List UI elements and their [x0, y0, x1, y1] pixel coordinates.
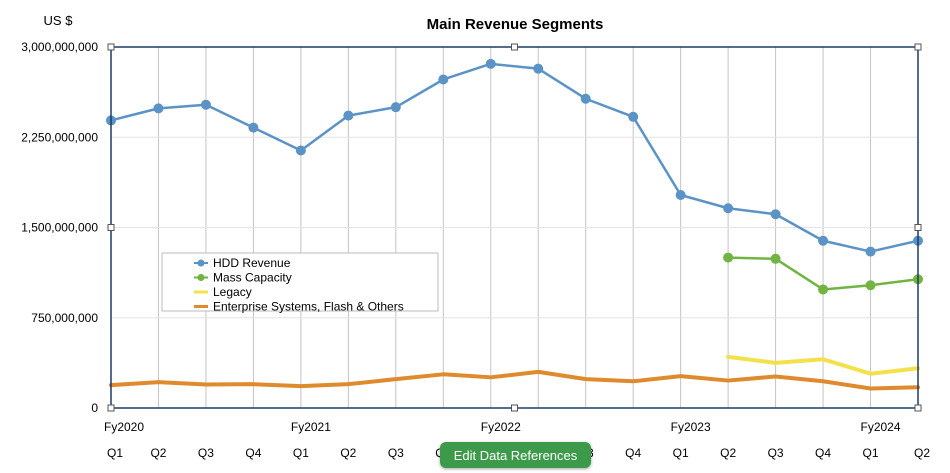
- resize-handle[interactable]: [107, 224, 115, 231]
- data-point: [390, 102, 401, 113]
- legend-entry-label: Enterprise Systems, Flash & Others: [213, 300, 404, 314]
- y-tick-label: 2,250,000,000: [21, 130, 98, 144]
- legend-swatch-marker: [197, 259, 205, 267]
- fiscal-year-label: Fy2021: [291, 420, 331, 434]
- y-axis-ticks: 0 750,000,000 1,500,000,000 2,250,000,000 3,…: [21, 40, 98, 415]
- data-point: [723, 252, 734, 263]
- data-point: [723, 203, 734, 214]
- series-line-2: [726, 354, 920, 376]
- x-tick-label: Q3: [198, 446, 214, 460]
- data-point: [770, 209, 781, 220]
- y-axis-unit: US $: [44, 13, 74, 28]
- y-tick-label: 1,500,000,000: [21, 221, 98, 235]
- x-tick-label: Q1: [293, 446, 309, 460]
- y-tick-label: 750,000,000: [31, 311, 98, 325]
- y-tick-label: 3,000,000,000: [21, 40, 98, 54]
- x-tick-label: Q1: [107, 446, 123, 460]
- resize-handle[interactable]: [914, 43, 922, 51]
- fiscal-year-label: Fy2024: [861, 420, 901, 434]
- legend-entry-label: Mass Capacity: [213, 271, 292, 285]
- y-tick-label: 0: [91, 401, 98, 415]
- x-tick-label: Q3: [768, 446, 784, 460]
- x-tick-label: Q3: [388, 446, 404, 460]
- data-point: [295, 145, 306, 156]
- resize-handle[interactable]: [511, 43, 518, 51]
- data-point: [200, 99, 211, 110]
- chart-title: Main Revenue Segments: [427, 16, 604, 33]
- data-point: [675, 190, 686, 201]
- data-point: [770, 253, 781, 264]
- data-point: [438, 74, 449, 85]
- x-tick-label: Q1: [673, 446, 689, 460]
- fiscal-year-label: Fy2023: [671, 420, 711, 434]
- data-point: [153, 103, 164, 114]
- series-group: [106, 58, 923, 391]
- data-point: [865, 246, 876, 257]
- x-tick-label: Q2: [720, 446, 736, 460]
- x-tick-label: Q2: [150, 446, 166, 460]
- data-point: [628, 111, 639, 122]
- resize-handle[interactable]: [914, 404, 922, 412]
- legend-entry-label: HDD Revenue: [213, 256, 291, 270]
- data-point: [818, 235, 829, 246]
- fiscal-year-label: Fy2020: [104, 420, 144, 434]
- data-point: [485, 58, 496, 69]
- x-tick-label: Q4: [625, 446, 641, 460]
- x-tick-label: Q2: [914, 446, 930, 460]
- edit-data-references-button[interactable]: Edit Data References: [440, 442, 591, 468]
- x-tick-label: Q1: [863, 446, 879, 460]
- resize-handle[interactable]: [107, 43, 115, 51]
- x-tick-label: Q2: [340, 446, 356, 460]
- data-point: [580, 93, 591, 104]
- data-point: [533, 63, 544, 74]
- legend-entry-label: Legacy: [213, 285, 252, 299]
- fiscal-year-label: Fy2022: [481, 420, 521, 434]
- legend-swatch-marker: [197, 274, 205, 281]
- data-point: [343, 110, 354, 121]
- data-point: [865, 280, 876, 291]
- x-tick-label: Q4: [815, 446, 831, 460]
- data-point: [248, 122, 259, 133]
- data-point: [818, 284, 829, 295]
- series-line-3: [109, 369, 920, 391]
- series-line-0: [109, 62, 920, 253]
- x-tick-label: Q4: [245, 446, 261, 460]
- resize-handle[interactable]: [107, 404, 115, 412]
- resize-handle[interactable]: [914, 224, 922, 231]
- resize-handle[interactable]: [511, 404, 518, 412]
- plot-frame: [107, 43, 922, 412]
